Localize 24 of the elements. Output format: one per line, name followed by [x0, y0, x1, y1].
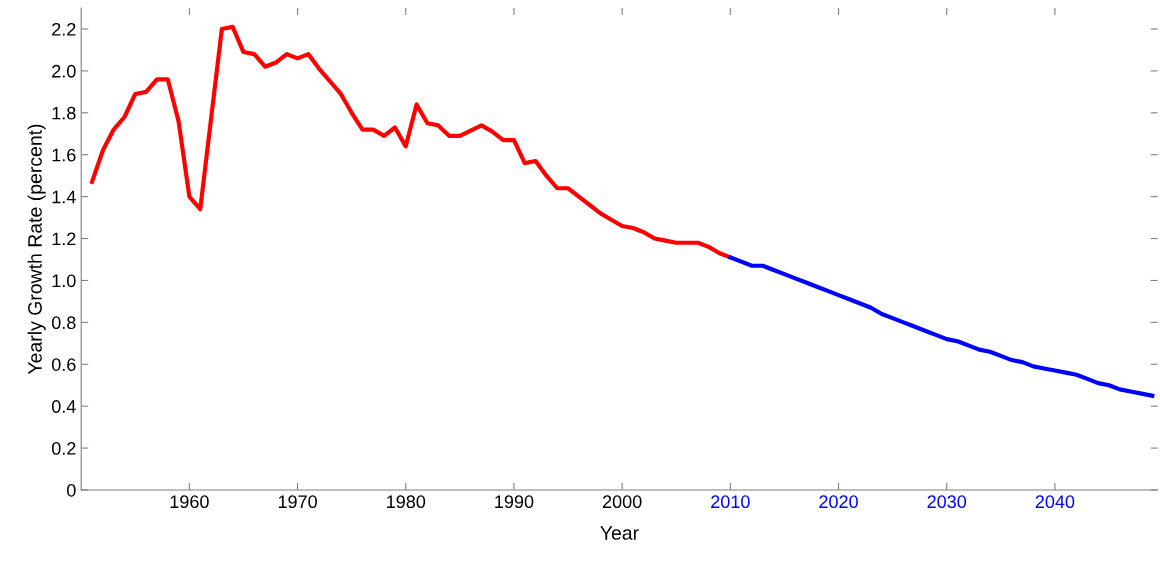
y-axis-title: Yearly Growth Rate (percent)	[27, 124, 46, 375]
x-tick-label: 1990	[495, 495, 534, 509]
x-tick-label: 2010	[711, 495, 750, 509]
x-tick-label: 2000	[602, 495, 642, 509]
x-tick-label: 2020	[819, 495, 858, 509]
y-tick-label: 0.6	[51, 358, 76, 371]
y-tick-label: 0	[67, 483, 76, 497]
y-tick-label: 0.2	[51, 442, 76, 455]
y-tick-label: 0.8	[51, 316, 76, 330]
y-tick-label: 1.6	[52, 148, 76, 162]
y-tick-label: 0.4	[51, 400, 76, 413]
x-tick-label: 1970	[278, 495, 317, 509]
line-series	[728, 255, 1155, 398]
x-tick-label: 1980	[387, 495, 426, 509]
x-tick-label: 2030	[927, 495, 967, 509]
y-tick-label: 1.2	[52, 232, 76, 246]
x-axis-title: Year	[600, 526, 639, 540]
x-tick-label: 2040	[1035, 495, 1075, 509]
y-tick-label: 1.8	[52, 106, 76, 120]
y-tick-label: 2.0	[52, 64, 76, 78]
y-tick-label: 1.4	[52, 190, 76, 204]
y-tick-label: 1.0	[52, 274, 76, 288]
y-tick-label: 2.2	[52, 22, 76, 36]
x-tick-label: 1960	[170, 495, 209, 509]
